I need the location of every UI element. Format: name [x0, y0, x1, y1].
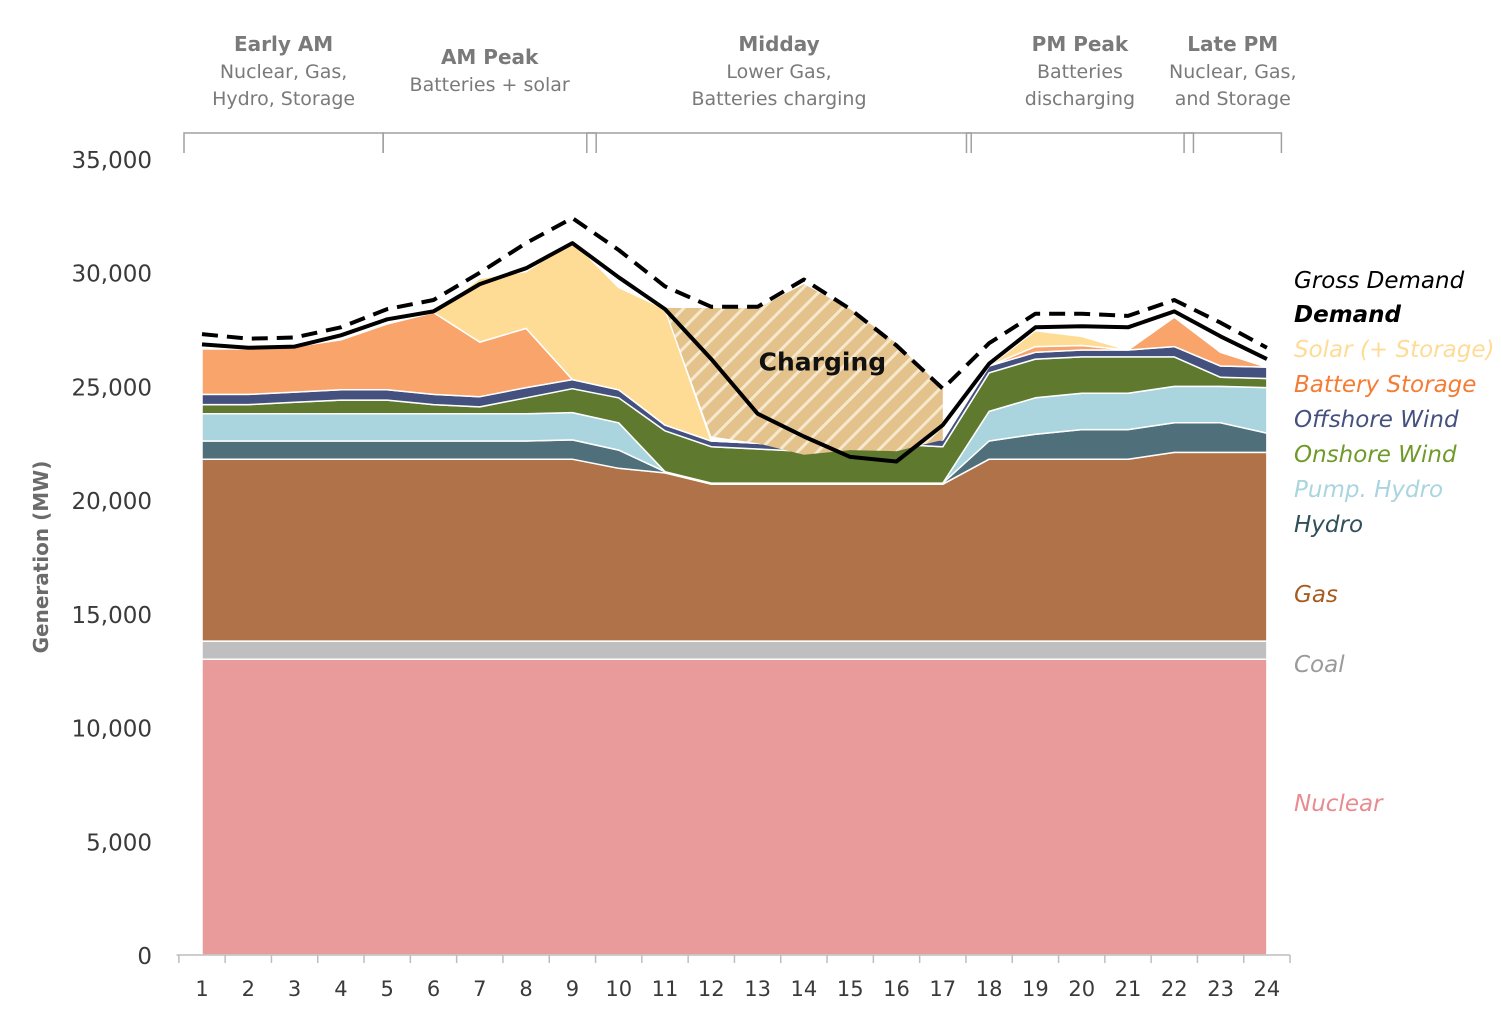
period-bracket: [183, 132, 384, 153]
period-subtitle: Nuclear, Gas,: [1169, 61, 1297, 83]
legend-demand: Demand: [1294, 302, 1402, 328]
x-tick-label: 20: [1068, 977, 1095, 1001]
x-tick-label: 10: [605, 977, 632, 1001]
period-bracket: [586, 132, 972, 153]
legend-pump-hydro: Pump. Hydro: [1294, 477, 1443, 503]
y-tick-label: 30,000: [72, 262, 152, 288]
annotations: Charging: [759, 348, 887, 377]
x-tick-label: 18: [976, 977, 1003, 1001]
period-early-am: Early AM Nuclear, Gas, Hydro, Storage: [183, 32, 384, 153]
period-subtitle: Nuclear, Gas,: [220, 61, 348, 83]
period-subtitle: Batteries charging: [691, 88, 866, 110]
legend-gas: Gas: [1294, 582, 1338, 608]
period-pm-peak: PM Peak Batteries discharging: [965, 32, 1195, 153]
annotation-charging: Charging: [759, 348, 887, 377]
period-subtitle: Hydro, Storage: [212, 88, 355, 110]
line-demand: [201, 241, 1268, 464]
x-tick-label: 7: [473, 977, 486, 1001]
x-tick-label: 12: [698, 977, 725, 1001]
period-title: PM Peak: [1032, 32, 1129, 56]
period-title: Early AM: [234, 32, 333, 56]
x-tick-label: 5: [381, 977, 394, 1001]
x-tick-label: 23: [1207, 977, 1234, 1001]
y-tick-label: 5,000: [86, 830, 152, 856]
x-tick-label: 3: [288, 977, 301, 1001]
legend-offshore-wind: Offshore Wind: [1294, 407, 1459, 433]
period-subtitle: Batteries + solar: [410, 74, 570, 96]
period-title: AM Peak: [441, 45, 539, 69]
legend-battery-storage: Battery Storage: [1294, 372, 1476, 398]
period-title: Midday: [738, 32, 819, 56]
period-bracket: [1183, 132, 1283, 153]
period-subtitle: discharging: [1025, 88, 1135, 110]
legend-coal: Coal: [1294, 652, 1345, 678]
x-tick-label: 9: [566, 977, 579, 1001]
x-tick-label: 22: [1161, 977, 1188, 1001]
x-tick-label: 6: [427, 977, 440, 1001]
period-brackets: Early AM Nuclear, Gas, Hydro, Storage AM Pe…: [183, 32, 1297, 153]
x-tick-label: 13: [744, 977, 771, 1001]
period-subtitle: Lower Gas,: [726, 61, 831, 83]
period-am-peak: AM Peak Batteries + solar: [382, 45, 597, 153]
legend-hydro: Hydro: [1294, 512, 1363, 538]
x-tick-label: 15: [837, 977, 864, 1001]
x-tick-label: 1: [195, 977, 208, 1001]
demand-lines: [201, 216, 1268, 464]
area-layers: [201, 240, 1268, 956]
x-tick-label: 21: [1115, 977, 1142, 1001]
legend-gross-demand: Gross Demand: [1294, 268, 1465, 294]
x-tick-label: 19: [1022, 977, 1049, 1001]
period-bracket: [965, 132, 1195, 153]
y-tick-label: 20,000: [72, 489, 152, 515]
axes: 1 2 3 4 5 6 7 8 9 10 11 12 13 14 15 16 17 18 19 20 21 22 23 240…: [29, 148, 1291, 1001]
y-tick-label: 25,000: [72, 375, 152, 401]
period-midday: Midday Lower Gas, Batteries charging: [586, 32, 972, 153]
charging-hatch-layer: [665, 284, 943, 455]
y-tick-label: 15,000: [72, 603, 152, 629]
period-subtitle: and Storage: [1175, 88, 1291, 110]
x-tick-label: 17: [929, 977, 956, 1001]
y-tick-label: 0: [137, 944, 152, 970]
legend-nuclear: Nuclear: [1294, 791, 1384, 817]
x-tick-label: 16: [883, 977, 910, 1001]
period-subtitle: Batteries: [1037, 61, 1123, 83]
x-tick-label: 8: [519, 977, 532, 1001]
area-charging-hatch: [665, 284, 943, 455]
y-tick-label: 10,000: [72, 717, 152, 743]
legend-solar-storage: Solar (+ Storage): [1294, 337, 1494, 363]
period-bracket: [382, 132, 597, 153]
y-axis-title: Generation (MW): [29, 461, 53, 654]
x-tick-label: 14: [791, 977, 818, 1001]
x-tick-label: 2: [242, 977, 255, 1001]
legend-onshore-wind: Onshore Wind: [1294, 442, 1457, 468]
period-title: Late PM: [1187, 32, 1278, 56]
legend: Gross Demand Demand Solar (+ Storage) Batte…: [1294, 268, 1494, 817]
period-late-pm: Late PM Nuclear, Gas, and Storage: [1169, 32, 1297, 153]
area-nuclear: [201, 658, 1268, 956]
x-tick-label: 4: [334, 977, 347, 1001]
area-coal: [201, 640, 1268, 661]
x-tick-label: 24: [1254, 977, 1281, 1001]
x-tick-label: 11: [652, 977, 679, 1001]
line-gross-demand: [201, 216, 1268, 391]
y-tick-label: 35,000: [72, 148, 152, 174]
